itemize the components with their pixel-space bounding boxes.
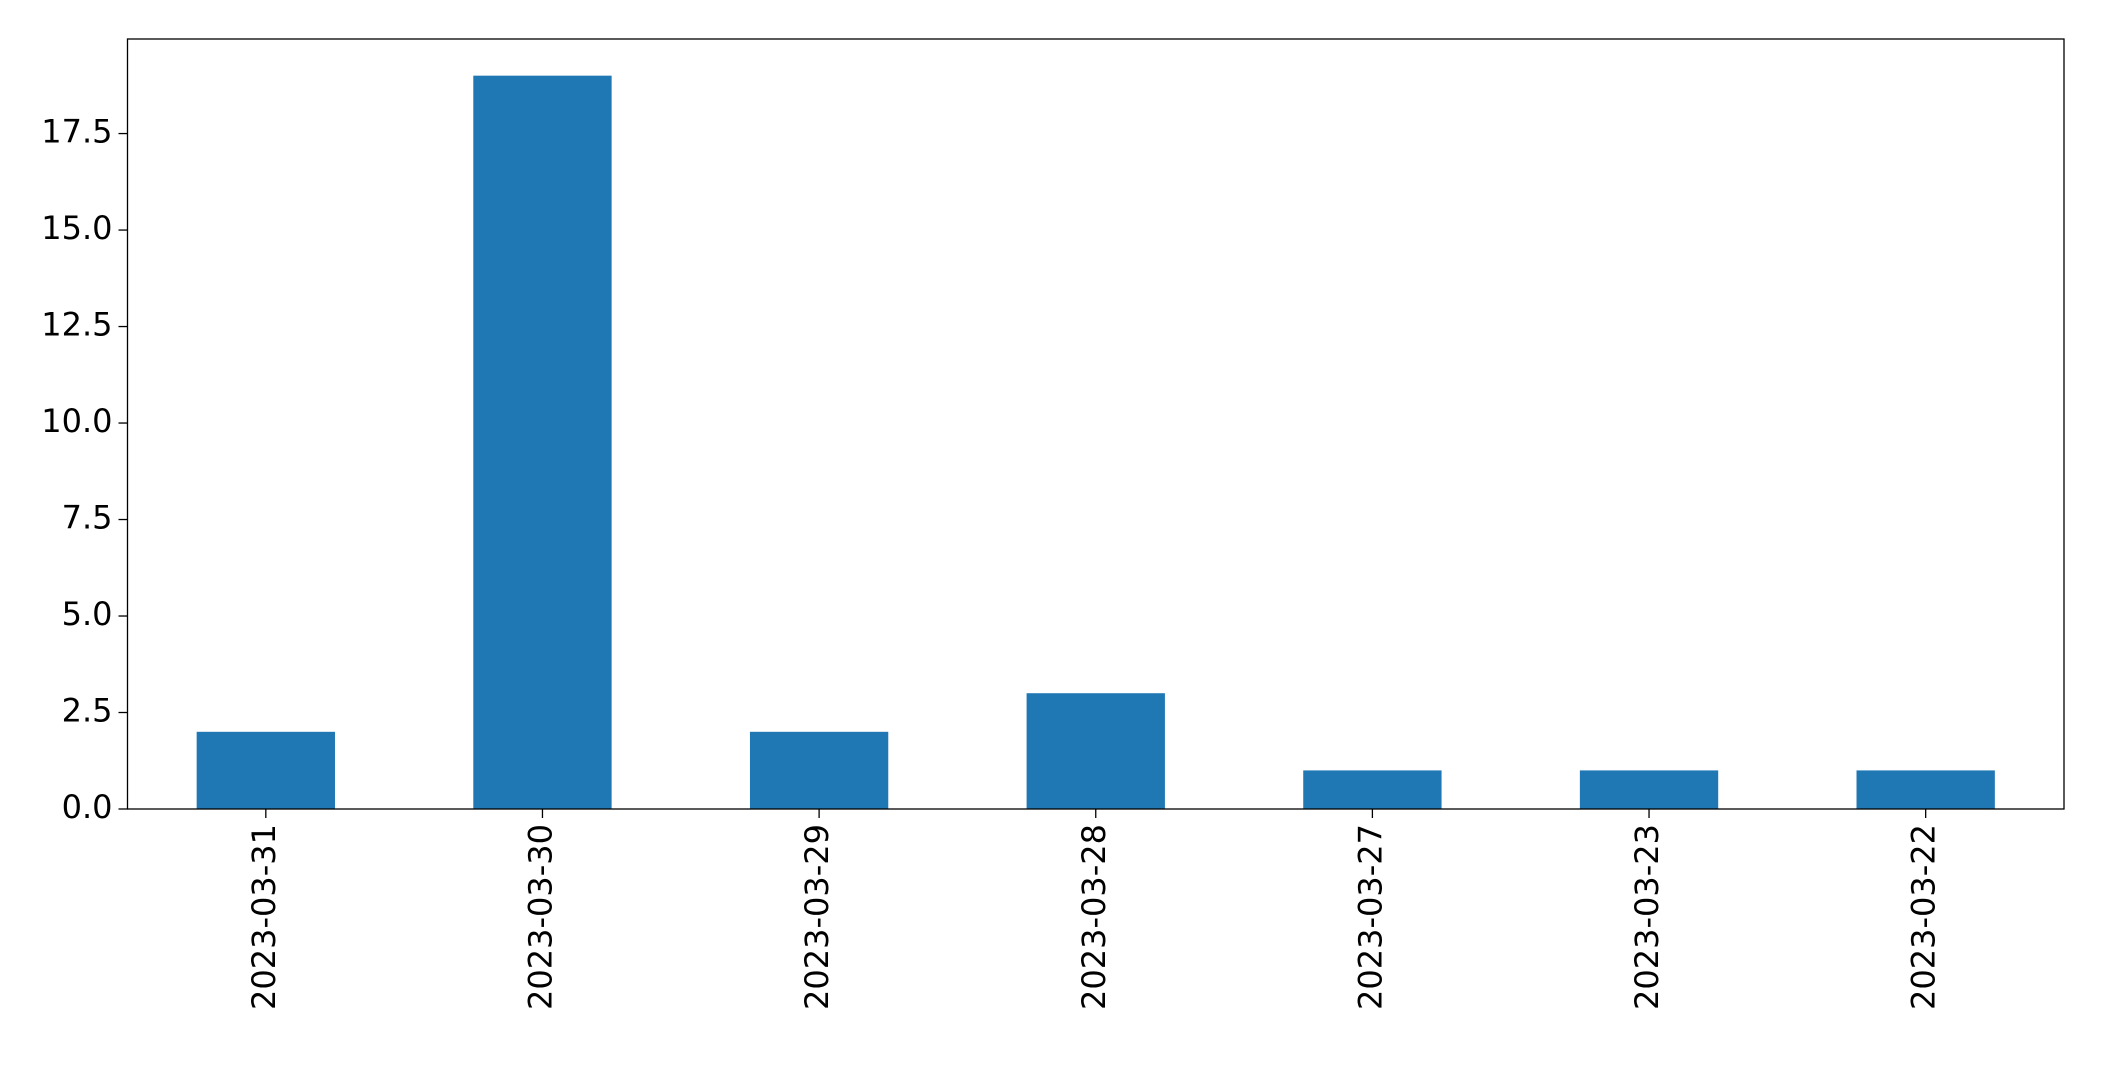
y-tick-label: 5.0 (62, 595, 113, 633)
bar (1856, 770, 1995, 809)
y-tick-label: 2.5 (62, 692, 113, 730)
x-tick-label: 2023-03-30 (521, 824, 559, 1010)
y-tick-label: 7.5 (62, 499, 113, 537)
plot-frame (126, 38, 2065, 810)
x-tick-label: 2023-03-27 (1351, 824, 1389, 1010)
bar (1579, 770, 1719, 809)
y-tick-label: 10.0 (41, 402, 112, 440)
bar (1026, 693, 1165, 809)
y-tick-label: 15.0 (41, 209, 112, 247)
y-tick-label: 12.5 (41, 306, 112, 344)
x-tick-label: 2023-03-28 (1075, 824, 1113, 1010)
y-tick-label: 17.5 (41, 113, 112, 151)
x-tick-label: 2023-03-31 (245, 824, 283, 1010)
bar (749, 731, 889, 809)
bar (473, 75, 612, 809)
bar (196, 731, 335, 809)
bar (1303, 770, 1442, 809)
x-tick-label: 2023-03-22 (1905, 824, 1943, 1010)
y-tick-label: 0.0 (62, 788, 113, 826)
x-tick-label: 2023-03-29 (798, 824, 836, 1010)
x-tick-label: 2023-03-23 (1628, 824, 1666, 1010)
